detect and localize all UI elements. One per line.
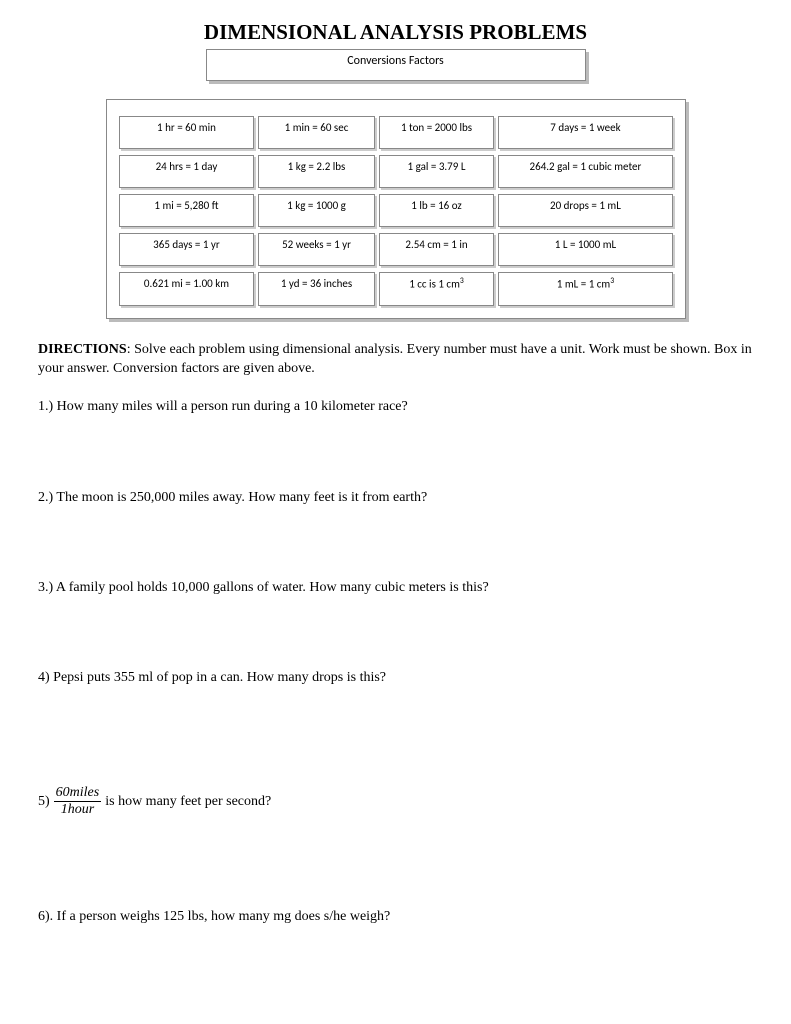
conversion-factors-panel: 1 hr = 60 min 1 min = 60 sec 1 ton = 200… (106, 99, 686, 319)
table-row: 24 hrs = 1 day 1 kg = 2.2 lbs 1 gal = 3.… (119, 155, 673, 188)
factor-cell: 0.621 mi = 1.00 km (119, 272, 255, 306)
factor-cell: 1 mL = 1 cm3 (498, 272, 672, 306)
factor-cell: 20 drops = 1 mL (498, 194, 672, 227)
factor-cell: 1 kg = 1000 g (258, 194, 374, 227)
table-row: 365 days = 1 yr 52 weeks = 1 yr 2.54 cm … (119, 233, 673, 266)
factor-cell: 1 kg = 2.2 lbs (258, 155, 374, 188)
factor-cell: 1 gal = 3.79 L (379, 155, 495, 188)
question-4: 4) Pepsi puts 355 ml of pop in a can. Ho… (38, 669, 753, 687)
q5-denominator: 1hour (54, 802, 102, 818)
table-row: 0.621 mi = 1.00 km 1 yd = 36 inches 1 cc… (119, 272, 673, 306)
factor-cell: 264.2 gal = 1 cubic meter (498, 155, 672, 188)
conversion-factors-table: 1 hr = 60 min 1 min = 60 sec 1 ton = 200… (115, 110, 677, 312)
factor-cell: 1 yd = 36 inches (258, 272, 374, 306)
q5-suffix: is how many feet per second? (105, 794, 271, 810)
factor-cell: 52 weeks = 1 yr (258, 233, 374, 266)
question-3: 3.) A family pool holds 10,000 gallons o… (38, 579, 753, 597)
factor-cell: 1 min = 60 sec (258, 116, 374, 149)
factor-cell: 7 days = 1 week (498, 116, 672, 149)
factor-cell: 1 cc is 1 cm3 (379, 272, 495, 306)
factor-cell: 1 hr = 60 min (119, 116, 255, 149)
factor-cell: 1 ton = 2000 lbs (379, 116, 495, 149)
directions-label: DIRECTIONS (38, 342, 127, 357)
factor-cell: 1 mi = 5,280 ft (119, 194, 255, 227)
factor-cell: 365 days = 1 yr (119, 233, 255, 266)
factor-cell: 2.54 cm = 1 in (379, 233, 495, 266)
q5-prefix: 5) (38, 794, 50, 810)
subtitle-box: Conversions Factors (206, 49, 586, 81)
factor-cell: 1 L = 1000 mL (498, 233, 672, 266)
table-row: 1 mi = 5,280 ft 1 kg = 1000 g 1 lb = 16 … (119, 194, 673, 227)
question-2: 2.) The moon is 250,000 miles away. How … (38, 489, 753, 507)
q5-fraction: 60miles 1hour (54, 785, 102, 818)
directions-body: : Solve each problem using dimensional a… (38, 342, 752, 376)
q5-numerator: 60miles (54, 785, 102, 802)
factor-cell: 1 lb = 16 oz (379, 194, 495, 227)
question-5: 5) 60miles 1hour is how many feet per se… (38, 785, 753, 818)
factor-cell: 24 hrs = 1 day (119, 155, 255, 188)
page-title: DIMENSIONAL ANALYSIS PROBLEMS (138, 20, 653, 45)
question-1: 1.) How many miles will a person run dur… (38, 398, 753, 416)
question-6: 6). If a person weighs 125 lbs, how many… (38, 908, 753, 926)
directions-text: DIRECTIONS: Solve each problem using dim… (38, 341, 753, 379)
table-row: 1 hr = 60 min 1 min = 60 sec 1 ton = 200… (119, 116, 673, 149)
